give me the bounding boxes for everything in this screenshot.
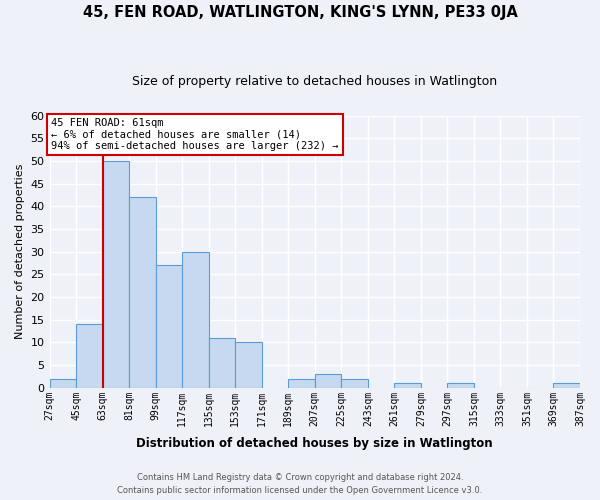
- Bar: [288, 379, 315, 388]
- Bar: [448, 384, 474, 388]
- Y-axis label: Number of detached properties: Number of detached properties: [15, 164, 25, 340]
- Bar: [553, 384, 580, 388]
- X-axis label: Distribution of detached houses by size in Watlington: Distribution of detached houses by size …: [136, 437, 493, 450]
- Bar: [155, 266, 182, 388]
- Bar: [50, 379, 76, 388]
- Bar: [209, 338, 235, 388]
- Text: 45, FEN ROAD, WATLINGTON, KING'S LYNN, PE33 0JA: 45, FEN ROAD, WATLINGTON, KING'S LYNN, P…: [83, 5, 517, 20]
- Bar: [235, 342, 262, 388]
- Bar: [76, 324, 103, 388]
- Text: 45 FEN ROAD: 61sqm
← 6% of detached houses are smaller (14)
94% of semi-detached: 45 FEN ROAD: 61sqm ← 6% of detached hous…: [51, 118, 338, 151]
- Bar: [129, 197, 155, 388]
- Text: Contains HM Land Registry data © Crown copyright and database right 2024.
Contai: Contains HM Land Registry data © Crown c…: [118, 474, 482, 495]
- Title: Size of property relative to detached houses in Watlington: Size of property relative to detached ho…: [132, 75, 497, 88]
- Bar: [394, 384, 421, 388]
- Bar: [315, 374, 341, 388]
- Bar: [341, 379, 368, 388]
- Bar: [103, 161, 129, 388]
- Bar: [182, 252, 209, 388]
